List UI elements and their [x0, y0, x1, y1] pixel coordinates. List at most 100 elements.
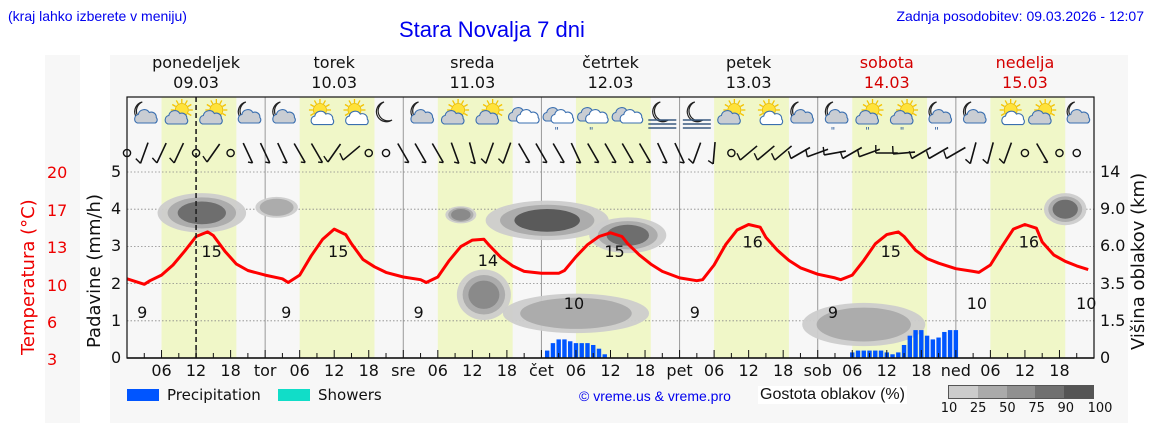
weather-icon-sun-cloud-drizzle: " [855, 99, 884, 137]
cloud-density-blob [1043, 193, 1087, 226]
precipitation-bar [562, 339, 567, 358]
precipitation-bar [924, 335, 930, 358]
day-name: sobota [859, 53, 914, 72]
svg-text:": " [900, 126, 905, 137]
weather-icon-cloud [611, 107, 644, 124]
weather-icon-moon-fog [682, 101, 711, 129]
temperature-label: 9 [413, 303, 423, 322]
day-name: nedelja [995, 53, 1055, 72]
weather-icon-sun-small-cloud [999, 99, 1025, 126]
temperature-line [126, 223, 1089, 286]
day-date: 13.03 [725, 73, 772, 92]
cloud-density-blob [802, 302, 926, 347]
precipitation-bar [568, 341, 573, 358]
wind-barb-icon [323, 143, 342, 163]
cloud-density-tick: 100 [1087, 401, 1113, 416]
wind-barb-icon [242, 142, 254, 164]
cloud-density-tick: 50 [999, 401, 1016, 416]
temperature-label: 10 [1076, 294, 1096, 313]
precipitation-bar [913, 330, 918, 358]
temperature-label: 15 [881, 242, 901, 261]
wind-calm-icon [364, 148, 374, 158]
x-tick-label: 06 [289, 361, 310, 380]
x-tick-label: 18 [220, 361, 241, 380]
cloud-density-tick: 25 [969, 401, 987, 416]
precipitation-bar [919, 330, 924, 358]
x-tick-label: 12 [185, 361, 207, 380]
precipitation-bar [579, 343, 584, 358]
weather-icon-moon [375, 101, 393, 123]
wind-barb-icon [638, 143, 652, 164]
precipitation-bar [901, 344, 907, 358]
weather-icon-sun-small-cloud [343, 99, 369, 126]
wind-barb-icon [517, 143, 531, 164]
wind-calm-icon [727, 148, 736, 158]
precipitation-bar [855, 350, 861, 358]
x-tick-label: 06 [151, 361, 172, 380]
x-tick-label: 06 [703, 361, 725, 380]
showers-legend-swatch [278, 389, 310, 401]
x-tick-label: 12 [738, 361, 759, 380]
precipitation-bar [907, 335, 913, 358]
precipitation-bar [602, 354, 607, 358]
wind-barb-icon [535, 143, 548, 164]
x-tick-label: 12 [600, 361, 621, 380]
temperature-label: 15 [201, 242, 221, 261]
region-menu-hint[interactable]: (kraj lahko izberete v meniju) [8, 8, 187, 24]
precipitation-bar [890, 354, 895, 358]
cloud-height-tick: 0 [1100, 348, 1111, 367]
svg-text:": " [865, 126, 870, 137]
wind-barb-icon [925, 146, 949, 160]
precipitation-bar [544, 350, 550, 358]
weather-icon-moon-cloud [410, 101, 435, 124]
x-tick-label: 18 [772, 361, 794, 380]
wind-barb-icon [982, 142, 995, 165]
weather-icon-sun-cloud [164, 99, 193, 125]
precipitation-bar [550, 343, 556, 358]
daylight-band [299, 97, 375, 358]
wind-barb-icon [431, 143, 445, 164]
cloud-height-tick: 1.5 [1100, 310, 1126, 330]
svg-text:": " [589, 126, 594, 137]
temperature-label: 15 [328, 242, 348, 261]
weather-icon-cloud-drizzle: " [542, 107, 575, 137]
day-label-četrtek: četrtek 12.03 [551, 53, 671, 93]
temperature-label: 16 [1019, 233, 1039, 252]
weather-icon-sun-small-cloud [757, 99, 784, 126]
x-tick-label: 18 [911, 361, 932, 380]
wind-barb-icon [587, 143, 600, 164]
day-label-sreda: sreda 11.03 [412, 53, 532, 93]
wind-calm-icon [226, 148, 235, 158]
precip-tick: 2 [111, 273, 122, 293]
wind-barb-icon [468, 142, 476, 165]
x-tick-label: 12 [1014, 361, 1036, 380]
weather-icon-moon-cloud [272, 101, 296, 124]
precipitation-legend-label: Precipitation [167, 386, 261, 404]
credit-link[interactable]: © vreme.us & vreme.pro [579, 388, 731, 404]
precip-tick: 0 [111, 348, 122, 367]
x-tick-label: 06 [842, 361, 863, 380]
weather-icon-sun-cloud [199, 99, 228, 125]
wind-barb-icon [293, 143, 306, 164]
precip-tick: 1 [111, 310, 122, 330]
wind-barb-icon [450, 142, 460, 165]
wind-barb-icon [943, 146, 966, 160]
precipitation-bar [591, 344, 596, 358]
precip-tick: 4 [111, 199, 122, 219]
wind-barb-icon [480, 142, 495, 164]
x-tick-label: 18 [358, 361, 379, 380]
day-label-nedelja: nedelja 15.03 [965, 53, 1085, 93]
wind-barb-icon [552, 143, 565, 164]
wind-barb-icon [277, 142, 288, 164]
x-tick-label: 12 [324, 361, 345, 380]
temperature-label: 10 [967, 294, 987, 313]
x-tick-label: 06 [980, 361, 1001, 380]
x-tick-label: 06 [427, 361, 448, 380]
temperature-label: 14 [478, 251, 498, 270]
temp-tick: 13 [47, 238, 68, 257]
day-date: 15.03 [1002, 73, 1048, 92]
weather-icon-moon-cloud [134, 101, 158, 124]
day-date: 11.03 [449, 73, 496, 92]
day-label-torek: torek 10.03 [274, 53, 394, 93]
wind-barb-icon [753, 145, 775, 161]
